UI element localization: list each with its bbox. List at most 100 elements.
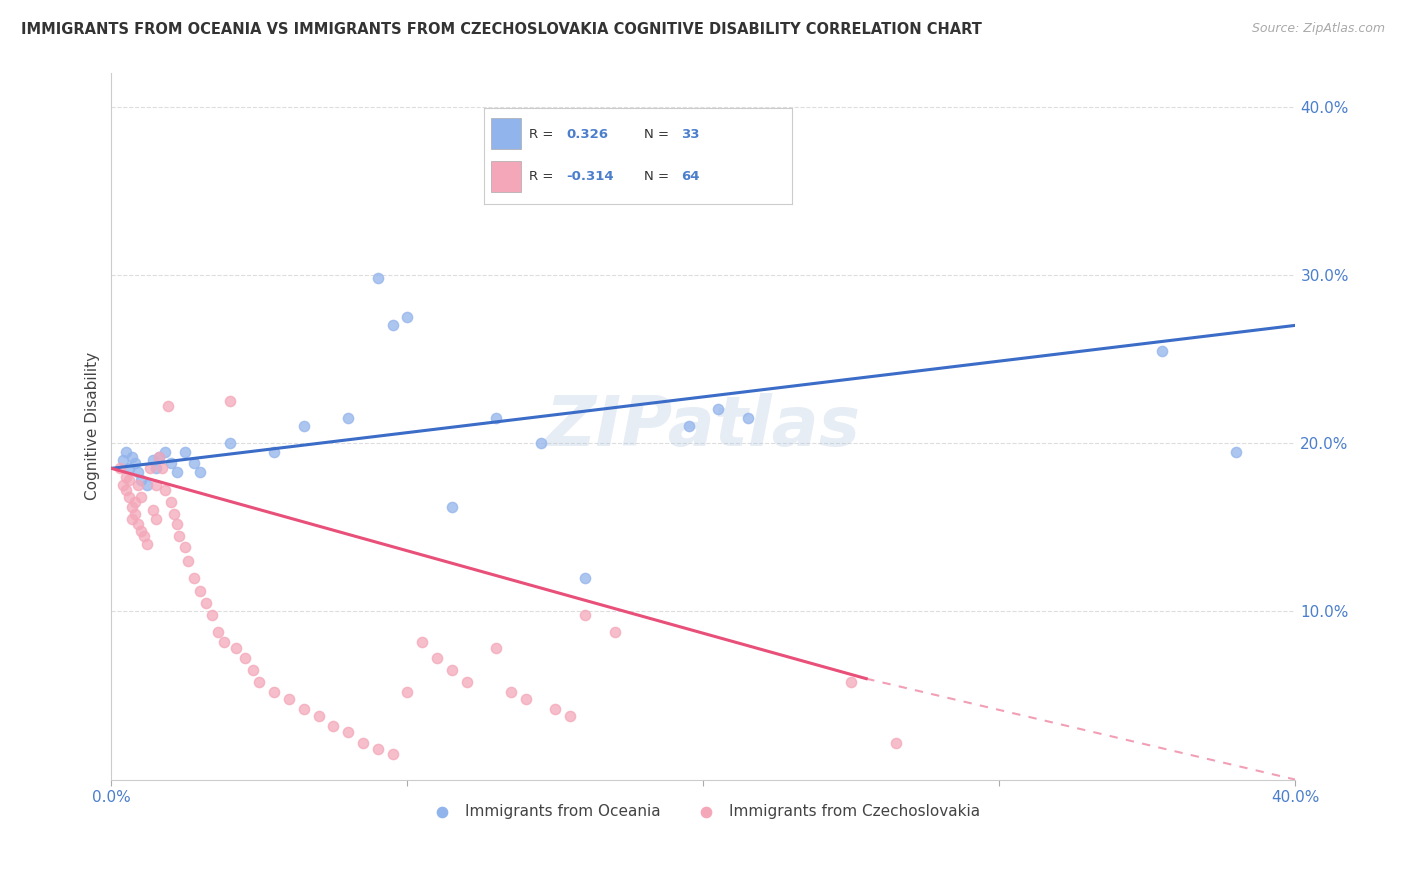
Point [142, 503, 165, 517]
Y-axis label: Cognitive Disability: Cognitive Disability [86, 352, 100, 500]
Point [707, 402, 730, 417]
Point [112, 478, 135, 492]
Point [162, 507, 184, 521]
Point [174, 444, 197, 458]
Point [136, 537, 159, 551]
Point [127, 465, 149, 479]
Point [737, 410, 759, 425]
Point [115, 483, 138, 498]
Text: IMMIGRANTS FROM OCEANIA VS IMMIGRANTS FROM CZECHOSLOVAKIA COGNITIVE DISABILITY C: IMMIGRANTS FROM OCEANIA VS IMMIGRANTS FR… [21, 22, 981, 37]
Point [292, 419, 315, 434]
Point [574, 571, 596, 585]
Point [440, 500, 463, 514]
Point [132, 529, 155, 543]
Point [426, 651, 449, 665]
Point [560, 708, 582, 723]
Point [218, 394, 240, 409]
Point [603, 624, 626, 639]
Point [153, 483, 176, 498]
Point [263, 444, 285, 458]
Point [183, 571, 205, 585]
Point [129, 524, 152, 538]
Point [456, 675, 478, 690]
Point [381, 747, 404, 762]
Point [515, 691, 537, 706]
Point [574, 607, 596, 622]
Point [485, 641, 508, 656]
Point [127, 478, 149, 492]
Point [153, 444, 176, 458]
Point [396, 310, 419, 324]
Point [150, 461, 173, 475]
Point [337, 725, 360, 739]
Point [188, 465, 211, 479]
Point [233, 651, 256, 665]
Point [127, 516, 149, 531]
Point [118, 490, 141, 504]
Point [148, 450, 170, 464]
Point [242, 663, 264, 677]
Text: Source: ZipAtlas.com: Source: ZipAtlas.com [1251, 22, 1385, 36]
Point [115, 469, 138, 483]
Point [367, 742, 389, 756]
Point [159, 495, 181, 509]
Point [263, 685, 285, 699]
Point [381, 318, 404, 333]
Point [292, 702, 315, 716]
Point [145, 478, 167, 492]
Point [142, 453, 165, 467]
Point [195, 596, 218, 610]
Point [1225, 444, 1247, 458]
Point [169, 529, 191, 543]
Point [166, 465, 188, 479]
Point [841, 675, 863, 690]
Point [367, 271, 389, 285]
Point [544, 702, 567, 716]
Point [121, 500, 143, 514]
Point [183, 456, 205, 470]
Legend: Immigrants from Oceania, Immigrants from Czechoslovakia: Immigrants from Oceania, Immigrants from… [420, 797, 987, 825]
Point [499, 685, 522, 699]
Point [322, 719, 344, 733]
Point [396, 685, 419, 699]
Point [530, 436, 553, 450]
Point [145, 512, 167, 526]
Point [249, 675, 271, 690]
Point [212, 634, 235, 648]
Point [201, 607, 224, 622]
Point [121, 450, 143, 464]
Point [124, 495, 146, 509]
Text: ZIPatlas: ZIPatlas [546, 392, 860, 459]
Point [156, 399, 179, 413]
Point [124, 456, 146, 470]
Point [884, 736, 907, 750]
Point [115, 444, 138, 458]
Point [118, 473, 141, 487]
Point [411, 634, 433, 648]
Point [139, 461, 162, 475]
Point [159, 456, 181, 470]
Point [485, 410, 508, 425]
Point [110, 461, 132, 475]
Point [145, 461, 167, 475]
Point [1152, 343, 1174, 358]
Point [124, 507, 146, 521]
Point [278, 691, 301, 706]
Point [136, 478, 159, 492]
Point [129, 473, 152, 487]
Point [129, 490, 152, 504]
Point [177, 554, 200, 568]
Point [166, 516, 188, 531]
Point [174, 541, 197, 555]
Point [121, 512, 143, 526]
Point [308, 708, 330, 723]
Point [188, 584, 211, 599]
Point [337, 410, 360, 425]
Point [148, 450, 170, 464]
Point [352, 736, 374, 750]
Point [225, 641, 247, 656]
Point [112, 453, 135, 467]
Point [207, 624, 229, 639]
Point [218, 436, 240, 450]
Point [440, 663, 463, 677]
